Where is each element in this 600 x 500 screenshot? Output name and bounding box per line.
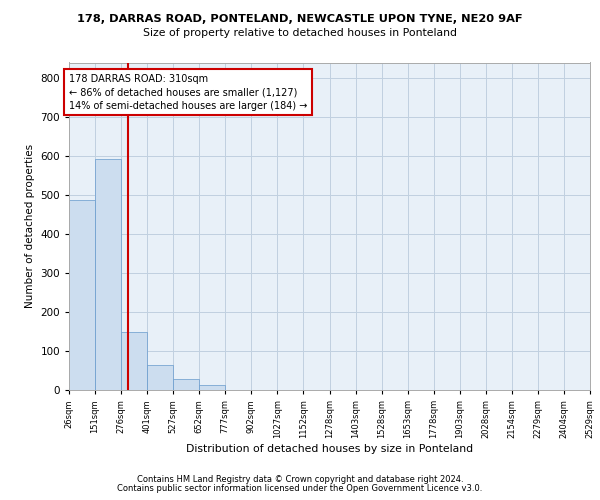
Bar: [121, 332, 147, 390]
Bar: [95, 159, 121, 390]
Bar: [173, 379, 199, 390]
Text: 178, DARRAS ROAD, PONTELAND, NEWCASTLE UPON TYNE, NE20 9AF: 178, DARRAS ROAD, PONTELAND, NEWCASTLE U…: [77, 14, 523, 24]
Y-axis label: Number of detached properties: Number of detached properties: [25, 144, 35, 308]
Text: Size of property relative to detached houses in Ponteland: Size of property relative to detached ho…: [143, 28, 457, 38]
Text: 178 DARRAS ROAD: 310sqm
← 86% of detached houses are smaller (1,127)
14% of semi: 178 DARRAS ROAD: 310sqm ← 86% of detache…: [69, 74, 307, 110]
Bar: [147, 366, 173, 390]
Text: Contains public sector information licensed under the Open Government Licence v3: Contains public sector information licen…: [118, 484, 482, 493]
X-axis label: Distribution of detached houses by size in Ponteland: Distribution of detached houses by size …: [186, 444, 473, 454]
Bar: [69, 200, 95, 390]
Text: Contains HM Land Registry data © Crown copyright and database right 2024.: Contains HM Land Registry data © Crown c…: [137, 475, 463, 484]
Bar: [199, 384, 225, 390]
